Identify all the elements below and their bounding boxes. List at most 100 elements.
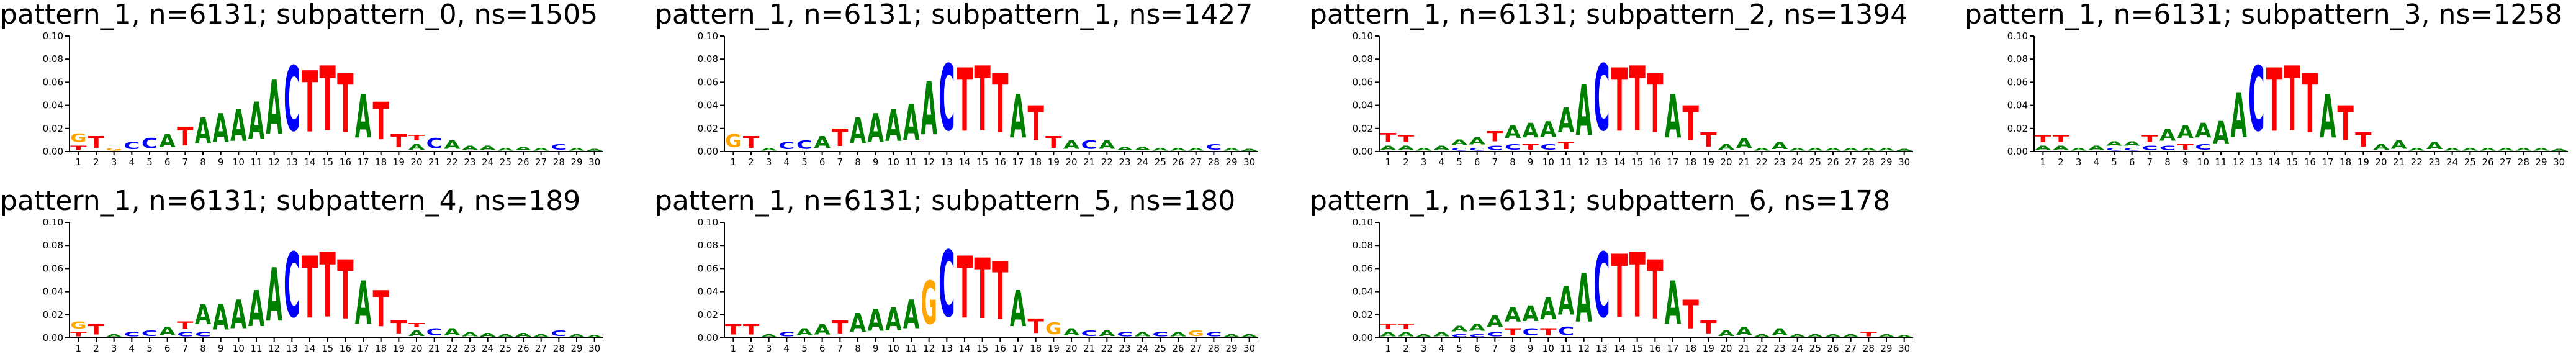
logo-letter-A: A [1754, 334, 1770, 338]
x-tick-label: 16 [340, 343, 351, 354]
logo-letter-A: A [444, 137, 461, 152]
x-tick-label: 6 [819, 343, 826, 354]
x-tick-label: 16 [994, 157, 1006, 168]
logo-letter-A: A [1415, 147, 1431, 152]
logo-letter-A: A [355, 269, 372, 338]
logo-letter-A: A [266, 65, 282, 152]
logo-letter-T: T [390, 131, 407, 152]
x-tick-label: 20 [1065, 343, 1077, 354]
logo-letter-A: A [2515, 147, 2531, 152]
logo-letter-A: A [2390, 137, 2407, 152]
x-tick-label: 19 [1048, 157, 1060, 168]
logo-letter-T: T [974, 48, 990, 152]
y-tick-label: 0.02 [698, 309, 718, 320]
x-tick-label: 1 [76, 157, 82, 168]
logo-letter-T: T [1629, 48, 1645, 152]
x-tick-label: 22 [1101, 343, 1113, 354]
x-tick-label: 28 [1208, 157, 1220, 168]
logo-letter-T: T [337, 243, 354, 338]
x-tick-label: 25 [1809, 343, 1821, 354]
x-tick-label: 13 [941, 343, 953, 354]
logo-letter-A: A [1772, 140, 1788, 152]
x-tick-label: 1 [1385, 157, 1392, 168]
x-tick-label: 26 [1827, 343, 1839, 354]
logo-letter-T: T [319, 234, 335, 338]
x-tick-label: 27 [535, 157, 547, 168]
logo-letter-A: A [569, 334, 585, 338]
y-tick-label: 0.08 [1353, 53, 1373, 65]
x-tick-label: 11 [905, 157, 917, 168]
y-tick-label: 0.02 [43, 123, 63, 134]
logo-letter-A: A [2426, 140, 2443, 152]
x-tick-label: 29 [570, 343, 582, 354]
x-tick-label: 6 [1474, 157, 1480, 168]
logo-letter-T: T [1027, 97, 1043, 152]
x-tick-label: 28 [1863, 157, 1875, 168]
logo-letter-A: A [1665, 83, 1682, 152]
x-tick-label: 23 [1773, 157, 1785, 168]
logo-letter-C: C [2106, 147, 2122, 152]
logo-letter-T: T [1647, 243, 1664, 338]
y-tick-label: 0.10 [43, 217, 63, 228]
x-tick-label: 27 [2500, 157, 2511, 168]
logo-letter-A: A [1842, 147, 1858, 152]
x-tick-label: 14 [304, 343, 315, 354]
x-tick-label: 12 [268, 157, 280, 168]
x-tick-label: 26 [517, 157, 529, 168]
x-tick-label: 26 [517, 343, 529, 354]
x-tick-label: 19 [1703, 157, 1714, 168]
logo-letter-G: G [106, 147, 122, 152]
y-tick-label: 0.10 [1353, 30, 1373, 42]
x-tick-label: 28 [2518, 157, 2529, 168]
x-tick-label: 4 [1439, 157, 1445, 168]
logo-letter-C: C [939, 232, 955, 338]
logo-letter-C: C [2159, 145, 2176, 152]
logo-letter-A: A [1469, 135, 1485, 147]
x-tick-label: 16 [340, 157, 351, 168]
y-tick-label: 0.06 [1353, 76, 1373, 88]
logo-letter-C: C [1205, 331, 1222, 338]
logo-letter-T: T [957, 51, 973, 152]
logo-letter-T: T [1027, 315, 1043, 338]
logo-letter-A: A [1736, 135, 1752, 152]
x-tick-label: 9 [873, 157, 879, 168]
logo-letter-A: A [2533, 147, 2549, 152]
x-tick-label: 29 [1225, 343, 1237, 354]
logo-letter-T: T [1522, 142, 1539, 152]
logo-letter-T: T [1611, 51, 1628, 152]
y-tick-label: 0.06 [43, 263, 63, 274]
x-tick-label: 30 [588, 343, 600, 354]
x-tick-label: 28 [1863, 343, 1875, 354]
y-tick-label: 0.10 [698, 217, 718, 228]
x-tick-label: 23 [464, 343, 475, 354]
logo-letter-A: A [1398, 331, 1415, 338]
x-tick-label: 18 [1030, 157, 1042, 168]
logo-letter-A: A [2462, 147, 2478, 152]
logo-letter-A: A [814, 134, 831, 152]
logo-letter-T: T [1398, 134, 1414, 145]
logo-letter-A: A [1505, 122, 1521, 143]
y-tick-label: 0.04 [1353, 100, 1373, 111]
logo-letter-A: A [479, 145, 496, 152]
x-tick-label: 4 [129, 157, 135, 168]
logo-letter-A: A [1380, 145, 1397, 152]
logo-letter-T: T [2302, 57, 2318, 152]
logo-letter-C: C [1081, 138, 1097, 152]
logo-letter-C: C [1081, 329, 1097, 338]
y-tick-label: 0.08 [43, 53, 63, 65]
logo-letter-T: T [1629, 234, 1645, 338]
x-axis: 1 2 3 4 5 6 7 8 9 10 11 12 13 14 15 16 17 18 19 20 21 22 23 24 2… [70, 151, 603, 168]
x-tick-label: 15 [322, 343, 333, 354]
sequence-logo-chart: 0.000.020.040.060.080.101 2 3 4 5 6 7 8 9 10 11 12 1… [2007, 30, 2568, 168]
y-tick-label: 0.04 [43, 100, 63, 111]
x-tick-label: 21 [428, 157, 440, 168]
logo-letter-A: A [1754, 147, 1770, 152]
logo-letter-A: A [569, 147, 585, 152]
logo-letter-A: A [796, 327, 813, 338]
x-tick-label: 24 [1791, 343, 1803, 354]
logo-letter-A: A [2088, 145, 2105, 152]
y-tick-label: 0.08 [2007, 53, 2028, 65]
logo-letter-A: A [1860, 147, 1876, 152]
x-tick-label: 13 [941, 157, 953, 168]
